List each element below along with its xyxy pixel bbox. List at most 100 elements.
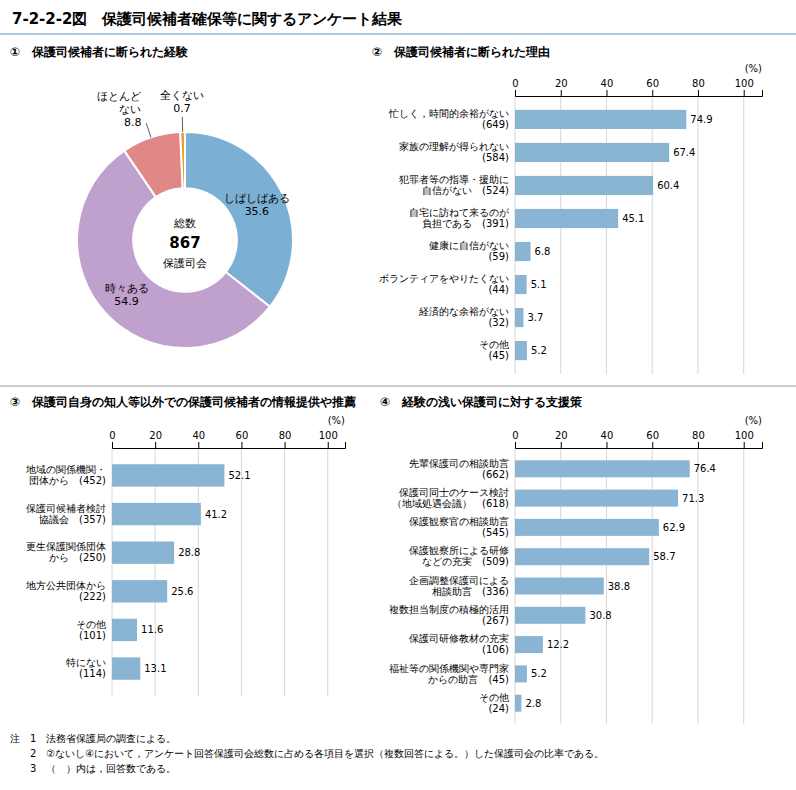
grid-line	[652, 96, 653, 374]
section-title: ② 保護司候補者に断られた理由	[372, 45, 550, 59]
bar	[515, 209, 618, 228]
tick-label: 保護司同士のケース検討（地域処遇会議） (618)	[392, 487, 509, 509]
bar-chart: 76.471.362.958.738.830.812.25.22.8020406…	[389, 415, 763, 724]
data-label: 58.7	[653, 551, 675, 562]
data-label: 6.8	[535, 246, 551, 257]
tick-mark	[285, 442, 286, 448]
slice-label: 時々ある	[105, 282, 149, 295]
tick: 保護司候補者検討協議会 (357)	[26, 503, 112, 525]
tick-label: 0	[512, 78, 518, 89]
tick: 60	[646, 430, 659, 448]
bars	[515, 110, 686, 360]
data-label: 67.4	[673, 147, 695, 158]
tick: 経済的な余裕がない(32)	[418, 306, 515, 328]
tick-label: 20	[555, 430, 568, 441]
tick-label-line: (59)	[488, 251, 509, 262]
data-label: 30.8	[589, 610, 611, 621]
bar	[515, 490, 678, 507]
y-axis: 先輩保護司の相談助言(662)保護司同士のケース検討（地域処遇会議） (618)…	[389, 458, 515, 714]
tick: 地域の関係機関・団体から (452)	[25, 464, 112, 486]
tick-label: 健康に自信がない(59)	[429, 240, 509, 262]
tick-label: 80	[692, 430, 705, 441]
tick-label-line: 複数担当制度の積極的活用	[389, 604, 509, 615]
tick: 40	[192, 430, 205, 448]
tick-label: 保護観察所による研修などの充実 (509)	[409, 545, 509, 567]
tick-label-line: 経済的な余裕がない	[418, 306, 509, 317]
axis-label: (%)	[745, 415, 762, 426]
tick-label-line: 保護観察所による研修	[409, 545, 509, 556]
tick-mark	[328, 442, 329, 448]
tick-label: 40	[601, 78, 614, 89]
bar	[112, 503, 201, 525]
bar	[515, 578, 604, 595]
tick-label-line: からの助言 (45)	[428, 674, 509, 685]
tick-label: 地域の関係機関・団体から (452)	[25, 464, 106, 486]
tick-label: 0	[109, 430, 115, 441]
data-label: 3.7	[527, 312, 543, 323]
grid	[515, 96, 744, 374]
bar	[112, 464, 224, 486]
tick: 地方公共団体から(222)	[25, 580, 112, 602]
tick-label: 企画調整保護司による相談助言 (336)	[409, 575, 509, 597]
data-label: 25.6	[171, 586, 193, 597]
data-label: 35.6	[245, 205, 270, 218]
tick: 80	[279, 430, 292, 448]
tick-label-line: 協議会 (357)	[39, 514, 106, 525]
tick: 福祉等の関係機関や専門家からの助言 (45)	[389, 663, 515, 685]
tick-label: 犯罪者等の指導・援助に自信がない (524)	[399, 174, 509, 196]
data-label: 71.3	[682, 493, 704, 504]
tick-label-line: などの充実 (509)	[422, 556, 509, 567]
tick-label: 保護司候補者検討協議会 (357)	[26, 503, 106, 525]
tick-label: 忙しく，時間的余裕がない(649)	[388, 108, 509, 130]
data-label: 28.8	[178, 547, 200, 558]
leader-line	[182, 117, 183, 132]
data-labels: 52.141.228.825.611.613.1	[141, 470, 251, 674]
tick: 特にない(114)	[66, 657, 112, 679]
bar	[515, 308, 523, 327]
tick: 100	[319, 430, 338, 448]
tick-label: 100	[319, 430, 338, 441]
data-label: 41.2	[205, 509, 227, 520]
tick-label-line: 相談助言 (336)	[432, 586, 509, 597]
tick: 40	[601, 78, 614, 96]
data-label: 0.7	[173, 102, 191, 115]
data-label: 74.9	[690, 114, 712, 125]
tick: 複数担当制度の積極的活用(267)	[389, 604, 515, 626]
tick-mark	[241, 442, 242, 448]
tick-mark	[652, 90, 653, 96]
tick: その他(24)	[479, 692, 515, 714]
data-label: 11.6	[141, 624, 163, 635]
data-labels: 76.471.362.958.738.830.812.25.22.8	[525, 463, 716, 708]
bar	[515, 607, 585, 624]
section-title: ④ 経験の浅い保護司に対する支援策	[380, 395, 583, 409]
tick: 犯罪者等の指導・援助に自信がない (524)	[399, 174, 515, 196]
figure: 7-2-2-2図 保護司候補者確保等に関するアンケート結果注 1 法務省保護局の…	[0, 0, 796, 790]
tick-label-line: (45)	[488, 350, 509, 361]
tick-label: 自宅に訪ねて来るのが負担である (391)	[409, 207, 510, 229]
tick-label-line: 自信がない (524)	[422, 185, 509, 196]
bar	[112, 541, 174, 563]
tick-mark	[606, 90, 607, 96]
tick-label: 0	[512, 430, 518, 441]
bar	[515, 176, 653, 195]
x-axis: 020406080100	[512, 430, 762, 449]
tick-mark	[561, 90, 562, 96]
slice	[180, 132, 185, 188]
grid-line	[697, 96, 698, 374]
bar	[515, 636, 543, 653]
grid-line	[697, 448, 698, 724]
tick-mark	[698, 442, 699, 448]
data-label: 13.1	[144, 663, 166, 674]
tick-label: 保護司研修教材の充実(106)	[409, 633, 509, 655]
bar	[515, 341, 527, 360]
bar-chart: 52.141.228.825.611.613.1020406080100地域の関…	[25, 415, 346, 696]
tick-label: 80	[279, 430, 292, 441]
title-rule	[0, 33, 796, 35]
tick-label-line: (662)	[482, 469, 509, 480]
tick-label-line: その他	[479, 339, 509, 350]
data-label: 8.8	[124, 116, 142, 129]
bar-chart: 74.967.460.445.16.85.13.75.2020406080100…	[379, 63, 763, 374]
tick-label-line: (222)	[79, 591, 106, 602]
bar	[112, 580, 167, 602]
tick-mark	[515, 442, 516, 448]
